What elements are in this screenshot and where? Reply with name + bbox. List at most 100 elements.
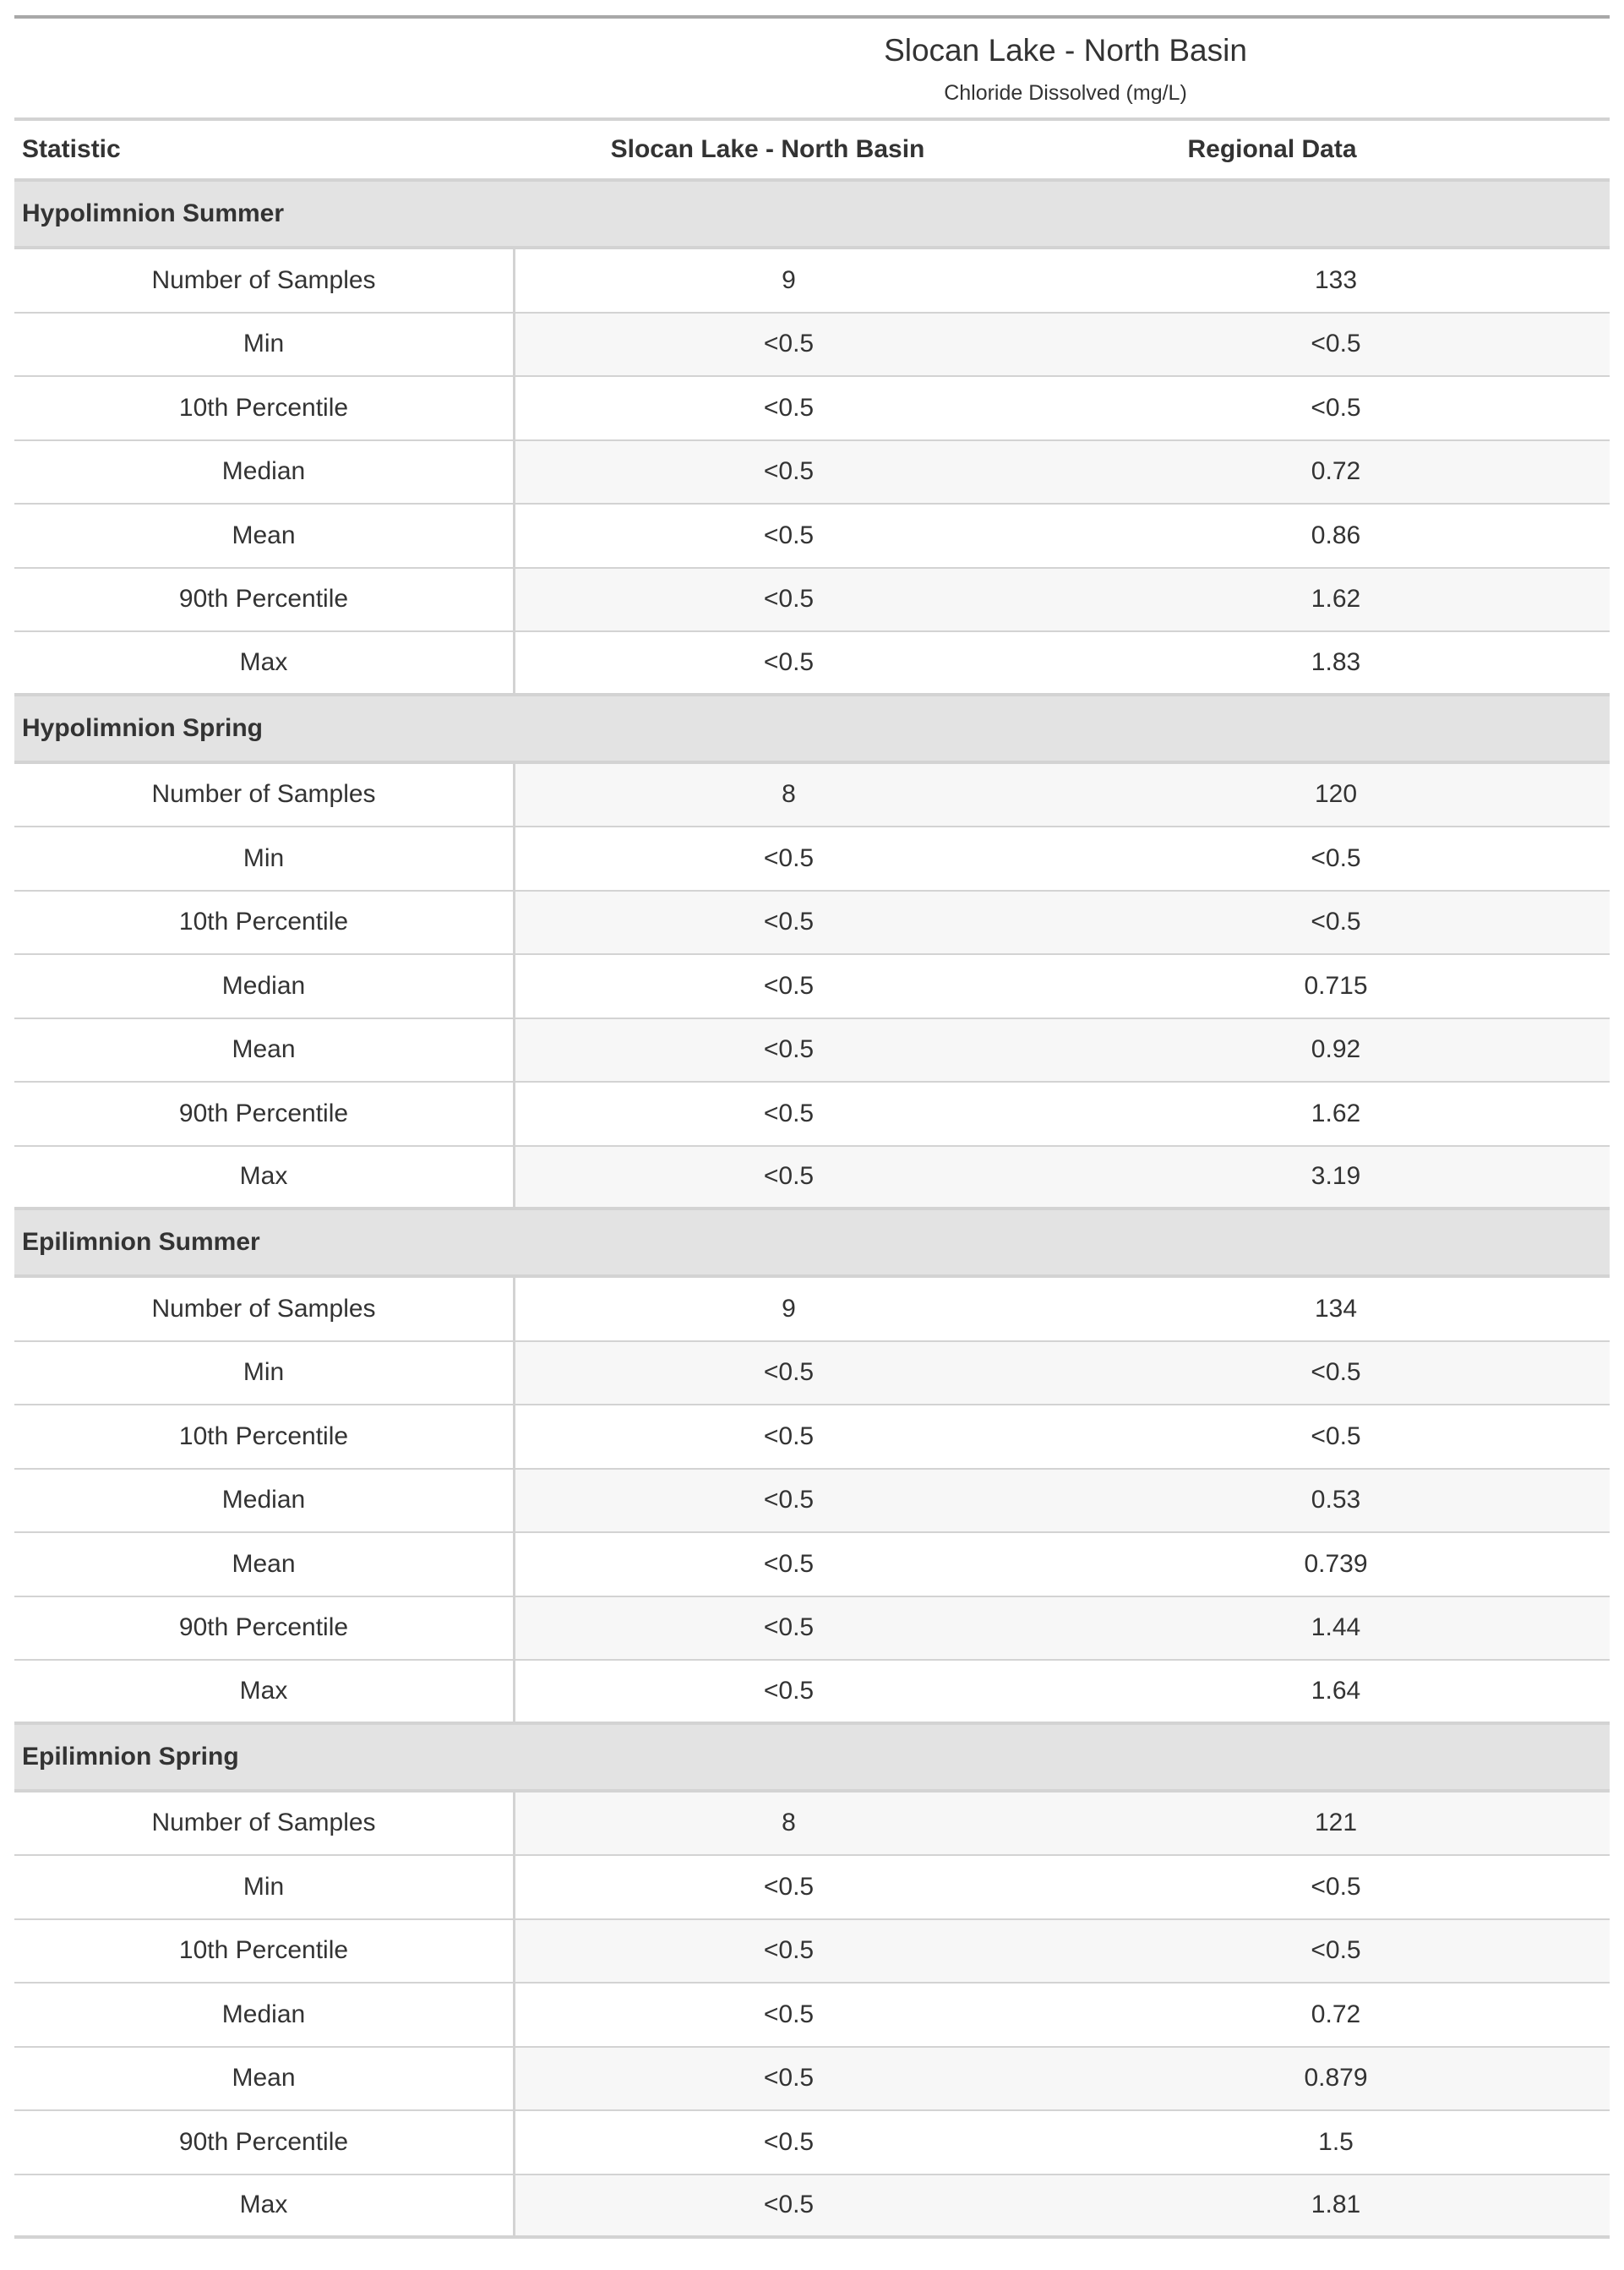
stat-label: Mean (14, 1533, 515, 1596)
lake-value: <0.5 (763, 2064, 815, 2093)
table-row: Max <0.5 1.83 (14, 632, 1610, 696)
group-header: Epilimnion Summer (14, 1210, 1610, 1278)
lake-value: <0.5 (763, 1421, 815, 1450)
table-body: Hypolimnion Summer Number of Samples 9 133 M… (14, 182, 1610, 2239)
regional-value: 134 (1314, 1294, 1358, 1323)
group-header: Hypolimnion Summer (14, 182, 1610, 249)
table-row: Median <0.5 0.53 (14, 1469, 1610, 1533)
regional-value: 0.715 (1304, 971, 1368, 1000)
table-title: Slocan Lake - North Basin (884, 33, 1247, 68)
group-header: Epilimnion Spring (14, 1724, 1610, 1793)
table-row: Max <0.5 1.64 (14, 1661, 1610, 1725)
lake-value: 9 (782, 1294, 796, 1323)
table-row: Max <0.5 1.81 (14, 2175, 1610, 2239)
table-row: Median <0.5 0.72 (14, 1984, 1610, 2048)
table-row: Number of Samples 8 121 (14, 1792, 1610, 1856)
regional-value: <0.5 (1311, 1358, 1361, 1387)
table-row: Number of Samples 9 134 (14, 1278, 1610, 1342)
stat-label: 10th Percentile (14, 377, 515, 439)
regional-value: <0.5 (1311, 1936, 1361, 1965)
column-header-regional: Regional Data (1187, 135, 1357, 163)
stat-label: Max (14, 1146, 515, 1207)
lake-value: <0.5 (763, 1936, 815, 1965)
column-header-statistic: Statistic (22, 135, 121, 163)
stat-label: 90th Percentile (14, 1596, 515, 1659)
table-row: Mean <0.5 0.739 (14, 1533, 1610, 1597)
table-row: Median <0.5 0.72 (14, 440, 1610, 505)
regional-value: 0.879 (1304, 2064, 1368, 2093)
regional-value: <0.5 (1311, 843, 1361, 872)
stat-label: Mean (14, 1018, 515, 1081)
stat-label: 10th Percentile (14, 1919, 515, 1982)
table-row: 10th Percentile <0.5 <0.5 (14, 377, 1610, 441)
lake-value: <0.5 (763, 330, 815, 358)
table-subtitle: Chloride Dissolved (mg/L) (944, 81, 1187, 105)
lake-value: <0.5 (763, 393, 815, 422)
lake-value: <0.5 (763, 521, 815, 549)
lake-value: <0.5 (763, 1162, 815, 1191)
table-row: Mean <0.5 0.86 (14, 505, 1610, 569)
lake-value: <0.5 (763, 1872, 815, 1901)
stat-label: Max (14, 2175, 515, 2235)
table-row: Min <0.5 <0.5 (14, 827, 1610, 892)
lake-value: <0.5 (763, 647, 815, 676)
lake-value: 8 (782, 780, 796, 809)
table-header: Slocan Lake - North Basin Chloride Disso… (14, 19, 1610, 121)
lake-value: <0.5 (763, 971, 815, 1000)
table-row: 10th Percentile <0.5 <0.5 (14, 1919, 1610, 1984)
stat-label: 90th Percentile (14, 1083, 515, 1145)
regional-value: 0.72 (1311, 2000, 1361, 2028)
regional-value: 1.5 (1318, 2127, 1354, 2156)
stat-label: Median (14, 440, 515, 503)
regional-value: 0.739 (1304, 1549, 1368, 1578)
stat-label: Mean (14, 505, 515, 567)
regional-value: 0.72 (1311, 457, 1361, 486)
lake-value: <0.5 (763, 1035, 815, 1064)
lake-value: <0.5 (763, 843, 815, 872)
lake-value: <0.5 (763, 1613, 815, 1642)
stat-label: Min (14, 313, 515, 375)
regional-value: 1.81 (1311, 2191, 1361, 2219)
lake-value: <0.5 (763, 1486, 815, 1514)
regional-value: 0.86 (1311, 521, 1361, 549)
regional-value: <0.5 (1311, 908, 1361, 936)
table-row: Min <0.5 <0.5 (14, 1341, 1610, 1405)
regional-value: 0.92 (1311, 1035, 1361, 1064)
regional-value: 1.44 (1311, 1613, 1361, 1642)
stat-label: Median (14, 955, 515, 1018)
regional-value: <0.5 (1311, 330, 1361, 358)
lake-value: <0.5 (763, 457, 815, 486)
regional-value: 1.62 (1311, 585, 1361, 614)
regional-value: 3.19 (1311, 1162, 1361, 1191)
lake-value: <0.5 (763, 2000, 815, 2028)
stat-label: Median (14, 1469, 515, 1531)
stat-label: Number of Samples (14, 249, 515, 312)
stat-label: Median (14, 1984, 515, 2046)
lake-value: <0.5 (763, 2191, 815, 2219)
statistics-table: Slocan Lake - North Basin Chloride Disso… (14, 15, 1610, 2239)
table-row: Mean <0.5 0.879 (14, 2047, 1610, 2111)
lake-value: 9 (782, 265, 796, 294)
regional-value: <0.5 (1311, 1421, 1361, 1450)
table-row: Median <0.5 0.715 (14, 955, 1610, 1019)
table-row: Number of Samples 9 133 (14, 249, 1610, 314)
stat-label: 90th Percentile (14, 568, 515, 630)
lake-value: <0.5 (763, 1676, 815, 1705)
table-row: 90th Percentile <0.5 1.5 (14, 2111, 1610, 2175)
stat-label: 10th Percentile (14, 1405, 515, 1468)
stat-label: Number of Samples (14, 1278, 515, 1340)
stat-label: Max (14, 1661, 515, 1722)
regional-value: 120 (1314, 780, 1358, 809)
lake-value: <0.5 (763, 2127, 815, 2156)
stat-label: 90th Percentile (14, 2111, 515, 2174)
column-header-lake: Slocan Lake - North Basin (610, 135, 925, 163)
lake-value: <0.5 (763, 585, 815, 614)
regional-value: 121 (1314, 1809, 1358, 1837)
table-row: 90th Percentile <0.5 1.62 (14, 568, 1610, 632)
table-row: Number of Samples 8 120 (14, 763, 1610, 827)
regional-value: 1.83 (1311, 647, 1361, 676)
stat-label: 10th Percentile (14, 891, 515, 953)
stat-label: Number of Samples (14, 1792, 515, 1854)
table-row: Min <0.5 <0.5 (14, 313, 1610, 377)
regional-value: <0.5 (1311, 393, 1361, 422)
